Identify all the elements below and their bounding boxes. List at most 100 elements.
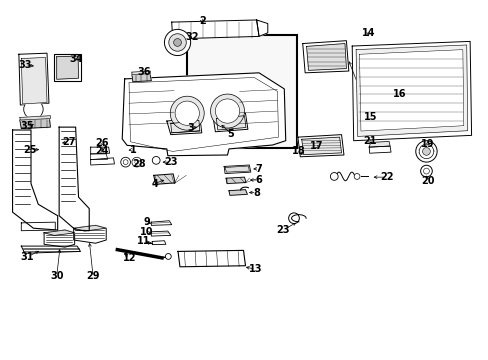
Polygon shape bbox=[213, 113, 247, 132]
Text: 12: 12 bbox=[122, 253, 136, 263]
Polygon shape bbox=[90, 158, 114, 165]
Polygon shape bbox=[351, 41, 470, 141]
Text: 22: 22 bbox=[379, 172, 393, 182]
Text: 11: 11 bbox=[137, 237, 150, 247]
Text: 36: 36 bbox=[137, 67, 150, 77]
Text: 9: 9 bbox=[143, 217, 149, 227]
Text: 25: 25 bbox=[23, 145, 37, 155]
Polygon shape bbox=[132, 73, 151, 82]
Text: 4: 4 bbox=[151, 179, 158, 189]
Circle shape bbox=[418, 144, 433, 159]
Circle shape bbox=[24, 100, 43, 119]
Text: 2: 2 bbox=[199, 16, 205, 26]
Polygon shape bbox=[224, 165, 250, 174]
Polygon shape bbox=[178, 250, 245, 267]
Text: 31: 31 bbox=[21, 252, 34, 262]
Circle shape bbox=[210, 94, 244, 128]
Polygon shape bbox=[368, 146, 390, 153]
Text: 32: 32 bbox=[185, 32, 199, 42]
Polygon shape bbox=[228, 190, 247, 195]
Text: 10: 10 bbox=[140, 227, 153, 237]
Polygon shape bbox=[20, 118, 50, 129]
Polygon shape bbox=[44, 230, 75, 247]
Polygon shape bbox=[216, 116, 245, 130]
Text: 16: 16 bbox=[392, 89, 406, 99]
Circle shape bbox=[423, 168, 428, 174]
Polygon shape bbox=[74, 225, 106, 243]
Text: 7: 7 bbox=[255, 163, 262, 174]
Text: 5: 5 bbox=[227, 129, 234, 139]
Polygon shape bbox=[57, 56, 79, 79]
Polygon shape bbox=[359, 50, 463, 131]
Polygon shape bbox=[90, 154, 107, 159]
Circle shape bbox=[215, 99, 239, 123]
Circle shape bbox=[170, 96, 204, 130]
Text: 15: 15 bbox=[363, 112, 377, 122]
Polygon shape bbox=[225, 177, 245, 184]
Polygon shape bbox=[74, 225, 106, 231]
Text: 23: 23 bbox=[276, 225, 289, 235]
Text: 18: 18 bbox=[291, 147, 305, 157]
Polygon shape bbox=[44, 230, 75, 235]
Polygon shape bbox=[19, 53, 49, 105]
Text: 26: 26 bbox=[95, 138, 109, 148]
Text: 23: 23 bbox=[163, 157, 177, 167]
Polygon shape bbox=[306, 44, 346, 70]
Bar bbox=[187, 35, 296, 148]
Circle shape bbox=[165, 253, 171, 259]
Polygon shape bbox=[132, 71, 150, 75]
Text: 35: 35 bbox=[20, 121, 34, 131]
Circle shape bbox=[173, 39, 181, 46]
Polygon shape bbox=[20, 116, 50, 120]
Circle shape bbox=[132, 157, 142, 167]
Circle shape bbox=[420, 165, 431, 177]
Polygon shape bbox=[297, 135, 343, 157]
Bar bbox=[54, 54, 81, 81]
Text: 14: 14 bbox=[361, 28, 374, 38]
Circle shape bbox=[152, 157, 160, 164]
Text: 6: 6 bbox=[255, 175, 262, 185]
Circle shape bbox=[164, 30, 190, 55]
Text: 1: 1 bbox=[129, 145, 136, 155]
Text: 19: 19 bbox=[420, 139, 434, 149]
Circle shape bbox=[121, 157, 130, 167]
Circle shape bbox=[422, 148, 429, 155]
Text: 20: 20 bbox=[420, 176, 434, 186]
Polygon shape bbox=[166, 117, 202, 135]
Polygon shape bbox=[256, 20, 267, 36]
Text: 3: 3 bbox=[187, 123, 194, 133]
Polygon shape bbox=[368, 141, 389, 147]
Polygon shape bbox=[301, 137, 341, 155]
Text: 28: 28 bbox=[132, 159, 146, 169]
Polygon shape bbox=[21, 58, 47, 104]
Polygon shape bbox=[59, 127, 89, 231]
Polygon shape bbox=[21, 246, 81, 253]
Text: 34: 34 bbox=[69, 54, 82, 64]
Polygon shape bbox=[152, 241, 165, 245]
Polygon shape bbox=[171, 20, 259, 39]
Text: 29: 29 bbox=[86, 271, 100, 282]
Polygon shape bbox=[151, 221, 171, 225]
Polygon shape bbox=[122, 73, 285, 156]
Polygon shape bbox=[302, 41, 348, 73]
Circle shape bbox=[353, 174, 359, 179]
Circle shape bbox=[135, 160, 139, 164]
Text: 8: 8 bbox=[253, 188, 260, 198]
Circle shape bbox=[330, 172, 338, 180]
Polygon shape bbox=[21, 222, 55, 231]
Text: 13: 13 bbox=[248, 264, 262, 274]
Circle shape bbox=[175, 101, 199, 125]
Circle shape bbox=[415, 141, 436, 162]
Polygon shape bbox=[355, 45, 467, 136]
Polygon shape bbox=[170, 120, 200, 133]
Circle shape bbox=[288, 213, 299, 224]
Text: 33: 33 bbox=[19, 60, 32, 70]
Circle shape bbox=[123, 160, 128, 165]
Polygon shape bbox=[153, 174, 175, 184]
Text: 24: 24 bbox=[95, 147, 109, 157]
Text: 27: 27 bbox=[62, 137, 76, 147]
Polygon shape bbox=[151, 231, 170, 236]
Text: 17: 17 bbox=[309, 141, 323, 151]
Text: 30: 30 bbox=[50, 271, 63, 282]
Polygon shape bbox=[224, 166, 249, 172]
